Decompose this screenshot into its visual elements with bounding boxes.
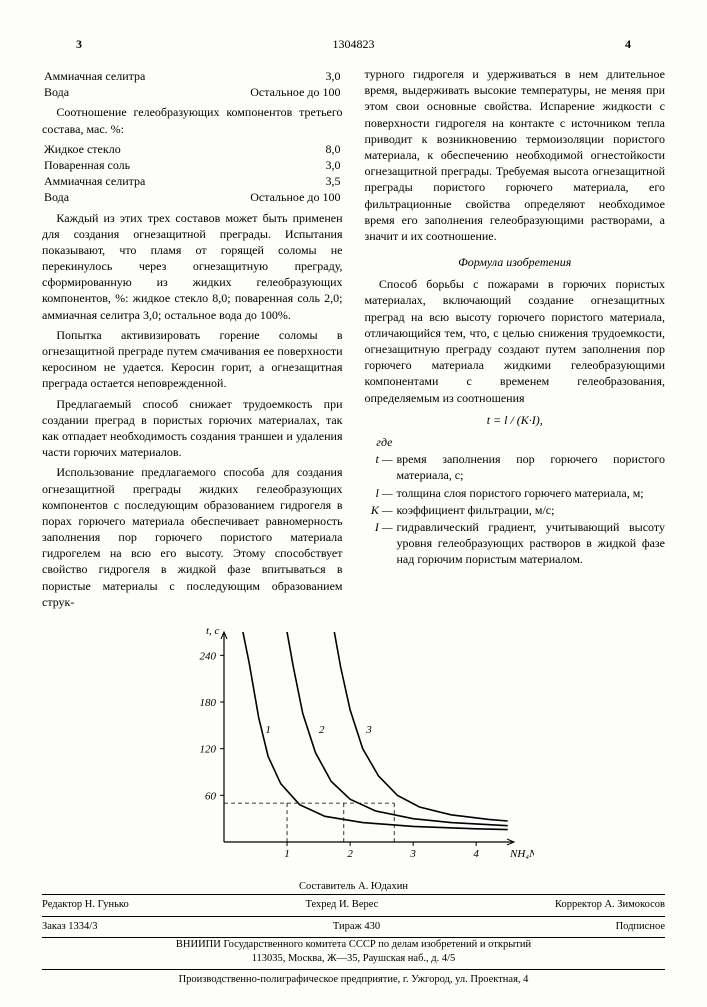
equation: t = l / (K·I), — [365, 412, 666, 428]
right-column: турного гидрогеля и удерживаться в нем д… — [365, 66, 666, 614]
svg-text:4: 4 — [473, 848, 479, 860]
svg-text:NH₄NO₃ %: NH₄NO₃ % — [509, 848, 534, 860]
composition-table-2: Жидкое стекло8,0Поваренная соль3,0Аммиач… — [42, 141, 343, 206]
formula-title: Формула изобретения — [365, 254, 666, 270]
svg-text:1: 1 — [284, 848, 290, 860]
para-l1: Каждый из этих трех составов может быть … — [42, 210, 343, 323]
text-columns: Аммиачная селитра3,0ВодаОстальное до 100… — [42, 66, 665, 614]
svg-text:2: 2 — [318, 724, 324, 736]
footer-order: Заказ 1334/3 — [42, 920, 97, 934]
chart: 60 120 180 240 t, c 1 2 3 4 NH₄NO₃ % 1 2 3 — [42, 622, 665, 876]
para-r2: Способ борьбы с пожарами в горючих порис… — [365, 276, 666, 406]
page-header: 3 1304823 4 — [42, 36, 665, 58]
footer: Составитель А. Юдахин Редактор Н. Гунько… — [42, 880, 665, 987]
svg-text:180: 180 — [199, 697, 216, 709]
svg-text:240: 240 — [199, 650, 216, 662]
page-num-right: 4 — [625, 36, 631, 52]
svg-text:3: 3 — [409, 848, 416, 860]
footer-sub: Подписное — [616, 920, 665, 934]
svg-text:120: 120 — [199, 744, 216, 756]
footer-editor: Редактор Н. Гунько — [42, 898, 129, 912]
svg-text:t, c: t, c — [206, 625, 220, 637]
document-number: 1304823 — [42, 36, 665, 52]
svg-text:60: 60 — [205, 790, 217, 802]
svg-text:3: 3 — [365, 724, 372, 736]
footer-corrector: Корректор А. Зимокосов — [555, 898, 665, 912]
footer-org2: 113035, Москва, Ж—35, Раушская наб., д. … — [42, 952, 665, 966]
page-num-left: 3 — [76, 36, 82, 52]
footer-tirazh: Тираж 430 — [333, 920, 380, 934]
svg-text:2: 2 — [347, 848, 353, 860]
where-block: где t —время заполнения пор горючего пор… — [365, 434, 666, 568]
where-intro: где — [365, 434, 397, 450]
composition-table-1: Аммиачная селитра3,0ВодаОстальное до 100 — [42, 68, 343, 100]
left-column: Аммиачная селитра3,0ВодаОстальное до 100… — [42, 66, 343, 614]
chart-svg: 60 120 180 240 t, c 1 2 3 4 NH₄NO₃ % 1 2 3 — [174, 622, 534, 872]
footer-tech: Техред И. Верес — [305, 898, 378, 912]
para-l4: Использование предлагаемого способа для … — [42, 464, 343, 610]
comp-intro: Соотношение гелеобразующих компонентов т… — [42, 104, 343, 136]
para-l3: Предлагаемый способ снижает трудоемкость… — [42, 396, 343, 461]
para-r1: турного гидрогеля и удерживаться в нем д… — [365, 66, 666, 244]
footer-print: Производственно-полиграфическое предприя… — [42, 969, 665, 987]
para-l2: Попытка активизировать горение соломы в … — [42, 327, 343, 392]
svg-text:1: 1 — [265, 724, 271, 736]
footer-compiler: Составитель А. Юдахин — [42, 880, 665, 894]
footer-org1: ВНИИПИ Государственного комитета СССР по… — [42, 938, 665, 952]
